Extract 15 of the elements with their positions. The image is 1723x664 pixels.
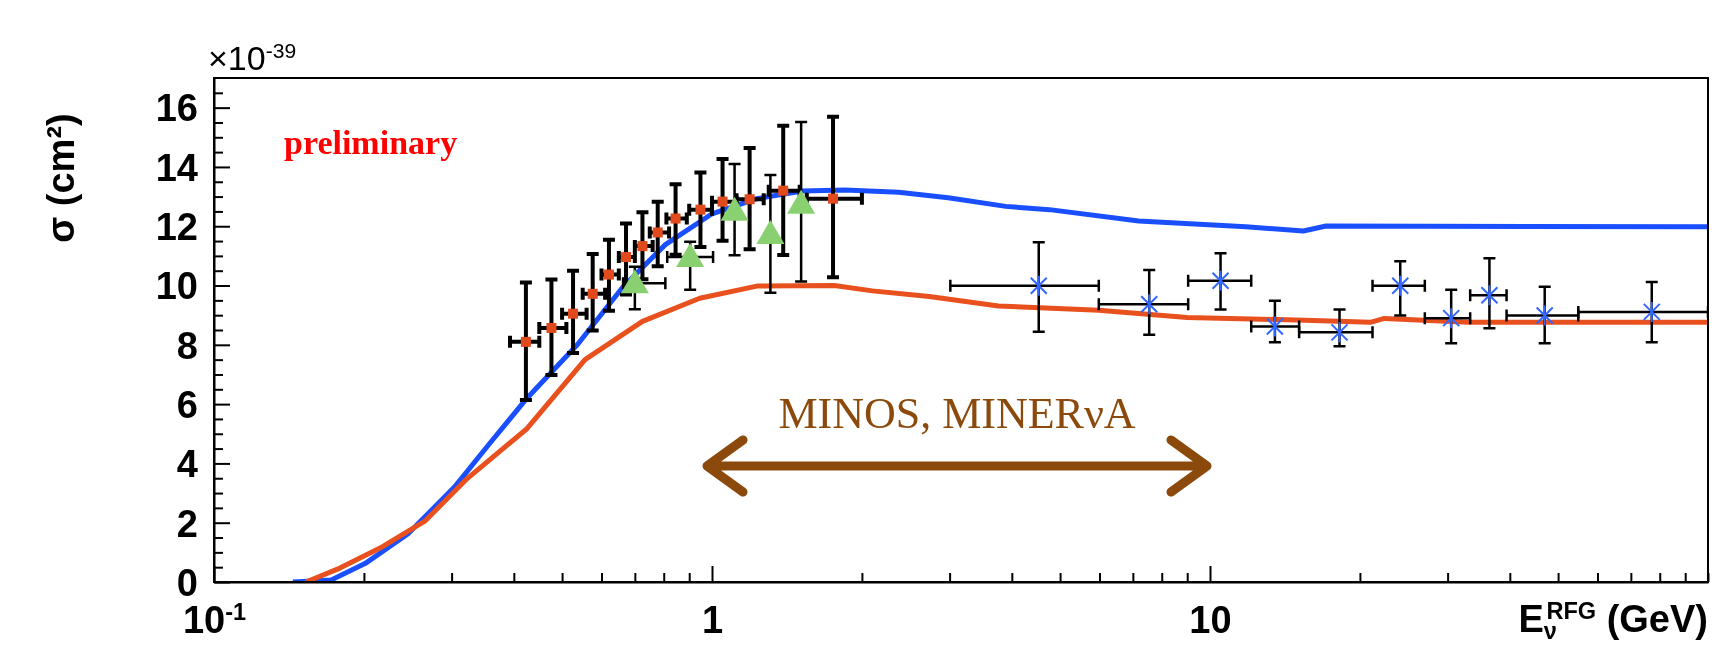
text: ×10$^{-39}$ (208, 39, 297, 77)
y-tick-label: 4 (176, 443, 198, 486)
y-tick-label: 8 (176, 324, 198, 367)
y-tick-label: 14 (155, 146, 198, 189)
x-axis-title: E$_{ν}$$^{RFG}$ (GeV) (1518, 597, 1708, 645)
y-tick-label: 2 (176, 502, 198, 545)
y-axis-title: σ (cm²) (40, 113, 82, 243)
x-tick-label: 1 (701, 598, 724, 641)
y-tick-label: 12 (155, 206, 198, 249)
y-tick-label: 6 (176, 383, 198, 426)
x-tick-label: 10 (1189, 598, 1232, 641)
y-tick-label: 16 (155, 87, 198, 130)
y-tick-label: 10 (155, 265, 198, 308)
annotation: MINOS, MINERνA (778, 389, 1136, 438)
annotation: preliminary (284, 124, 458, 161)
